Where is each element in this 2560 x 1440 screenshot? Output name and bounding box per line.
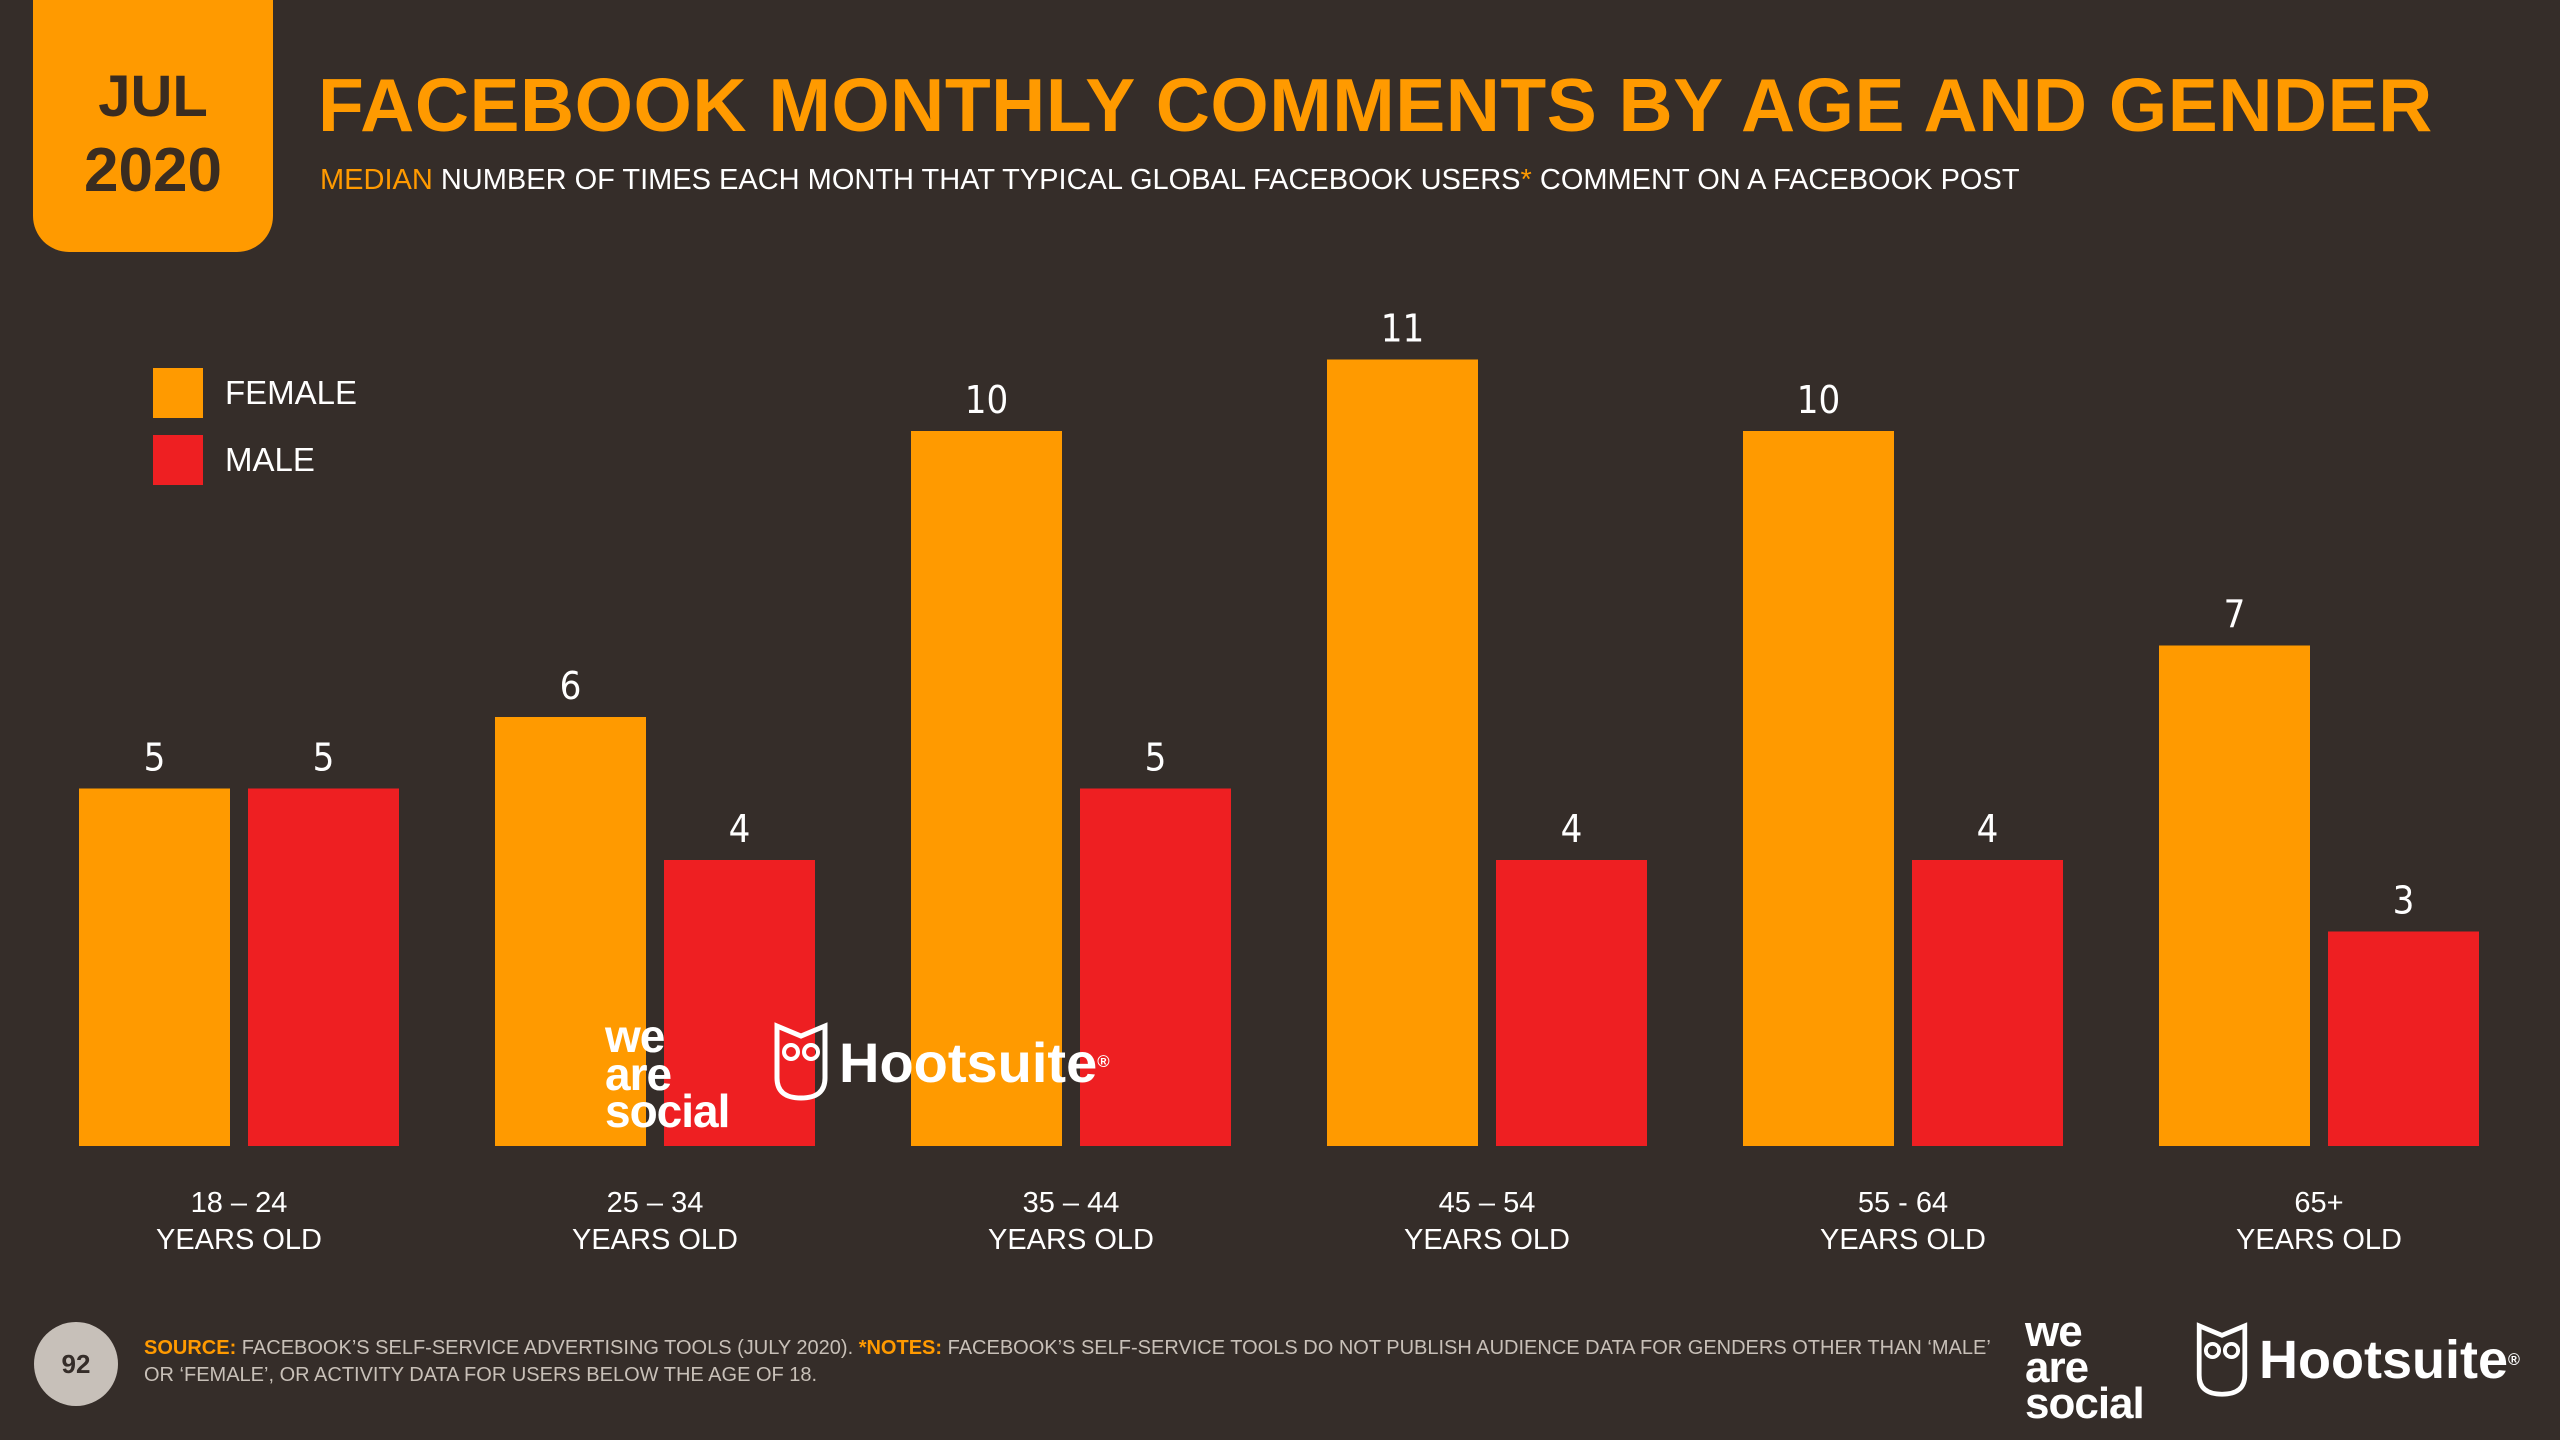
hootsuite-logo-center: Hootsuite ® <box>773 1022 1110 1102</box>
bar-male-3 <box>1496 860 1647 1146</box>
date-badge: JUL 2020 <box>33 0 273 252</box>
legend-label-male: MALE <box>225 441 315 478</box>
data-label-male-1: 4 <box>729 807 751 851</box>
hootsuite-logo-footer: Hootsuite ® <box>2195 1322 2520 1398</box>
bar-female-5 <box>2159 645 2310 1146</box>
bar-male-4 <box>1912 860 2063 1146</box>
legend-label-female: FEMALE <box>225 374 358 411</box>
footer-logo-was-line3: social <box>2025 1379 2145 1429</box>
data-label-male-3: 4 <box>1561 807 1583 851</box>
data-label-female-3: 11 <box>1381 307 1425 351</box>
bar-male-5 <box>2328 931 2479 1146</box>
x-tick-sublabel-3: YEARS OLD <box>1404 1224 1570 1256</box>
page-number: 92 <box>34 1322 118 1406</box>
x-tick-label-5: 65+ <box>2294 1187 2343 1219</box>
page-subtitle: MEDIAN NUMBER OF TIMES EACH MONTH THAT T… <box>320 164 2020 197</box>
badge-year: 2020 <box>84 136 222 205</box>
source-label: SOURCE: <box>144 1337 237 1359</box>
bar-female-4 <box>1743 431 1894 1146</box>
x-tick-sublabel-4: YEARS OLD <box>1820 1224 1986 1256</box>
we-are-social-logo-footer: we are social <box>2025 1307 2145 1429</box>
logo-was-line1: we <box>605 1010 665 1062</box>
subtitle-main: NUMBER OF TIMES EACH MONTH THAT TYPICAL … <box>432 164 1521 196</box>
bar-female-0 <box>79 788 230 1146</box>
x-tick-sublabel-5: YEARS OLD <box>2236 1224 2402 1256</box>
page-title: FACEBOOK MONTHLY COMMENTS BY AGE AND GEN… <box>318 63 2433 147</box>
footer-logo-was-line2: are <box>2025 1343 2089 1393</box>
data-label-female-1: 6 <box>560 664 582 708</box>
legend-swatch-female <box>153 368 203 418</box>
legend-swatch-male <box>153 435 203 485</box>
data-label-male-5: 3 <box>2393 879 2415 923</box>
bar-female-2 <box>911 431 1062 1146</box>
data-label-male-4: 4 <box>1977 807 1999 851</box>
x-tick-label-2: 35 – 44 <box>1023 1187 1120 1219</box>
footer-logo-was-line1: we <box>2025 1307 2083 1356</box>
x-tick-sublabel-1: YEARS OLD <box>572 1224 738 1256</box>
subtitle-asterisk: * <box>1520 164 1532 196</box>
data-label-male-2: 5 <box>1145 736 1167 780</box>
hootsuite-registered-footer: ® <box>2508 1350 2520 1369</box>
hootsuite-wordmark-footer: Hootsuite <box>2259 1330 2508 1390</box>
data-label-female-0: 5 <box>144 736 166 780</box>
x-tick-sublabel-2: YEARS OLD <box>988 1224 1154 1256</box>
footer-notes: SOURCE: FACEBOOK’S SELF-SERVICE ADVERTIS… <box>144 1335 1994 1389</box>
x-tick-label-1: 25 – 34 <box>607 1187 704 1219</box>
logo-was-line2: are <box>605 1047 672 1100</box>
bar-male-0 <box>248 788 399 1146</box>
legend-item-female: FEMALE <box>153 368 357 418</box>
subtitle-tail: COMMENT ON A FACEBOOK POST <box>1531 164 2020 196</box>
hootsuite-wordmark: Hootsuite <box>839 1030 1098 1094</box>
x-tick-label-4: 55 - 64 <box>1858 1187 1948 1219</box>
bar-female-1 <box>495 717 646 1146</box>
x-tick-label-0: 18 – 24 <box>191 1187 288 1219</box>
badge-month: JUL <box>98 64 208 129</box>
notes-text: FACEBOOK’S SELF-SERVICE TOOLS DO NOT PUB… <box>144 1337 1991 1386</box>
hootsuite-owl-icon <box>774 1022 828 1101</box>
bar-male-2 <box>1080 788 1231 1146</box>
data-label-male-0: 5 <box>313 736 335 780</box>
source-text: FACEBOOK’S SELF-SERVICE ADVERTISING TOOL… <box>236 1337 859 1359</box>
hootsuite-owl-icon-footer <box>2196 1322 2248 1397</box>
legend-item-male: MALE <box>153 435 357 485</box>
we-are-social-logo-center: we are social <box>605 1010 730 1138</box>
subtitle-accent: MEDIAN <box>320 164 433 196</box>
bar-female-3 <box>1327 359 1478 1146</box>
chart-legend: FEMALE MALE <box>153 368 357 502</box>
hootsuite-registered: ® <box>1097 1052 1110 1071</box>
logo-was-line3: social <box>605 1085 730 1138</box>
x-tick-sublabel-0: YEARS OLD <box>156 1224 322 1256</box>
data-label-female-4: 10 <box>1797 378 1841 422</box>
data-label-female-5: 7 <box>2224 593 2246 637</box>
x-tick-label-3: 45 – 54 <box>1439 1187 1536 1219</box>
notes-label: *NOTES: <box>858 1337 943 1359</box>
data-label-female-2: 10 <box>965 378 1009 422</box>
